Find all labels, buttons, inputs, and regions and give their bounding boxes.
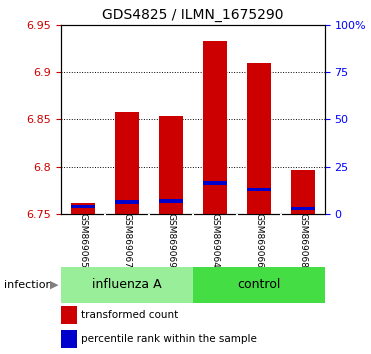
Text: GSM869068: GSM869068 [298,213,307,268]
Bar [71,203,95,214]
Text: GSM869067: GSM869067 [122,213,132,268]
Text: GSM869064: GSM869064 [210,213,219,268]
Text: GSM869069: GSM869069 [167,213,175,268]
Bar [247,188,271,192]
Text: control: control [237,279,280,291]
Bar [61,306,77,324]
Bar [71,205,95,209]
Bar [159,116,183,214]
Bar [203,41,227,214]
Bar [193,267,325,303]
Title: GDS4825 / ILMN_1675290: GDS4825 / ILMN_1675290 [102,8,284,22]
Bar [61,267,193,303]
Bar [290,207,315,210]
Text: percentile rank within the sample: percentile rank within the sample [81,334,257,344]
Bar [115,112,139,214]
Text: ▶: ▶ [50,280,59,290]
Bar [203,181,227,185]
Bar [115,200,139,204]
Text: infection: infection [4,280,52,290]
Text: transformed count: transformed count [81,310,178,320]
Bar [290,170,315,214]
Text: GSM869066: GSM869066 [254,213,263,268]
Text: GSM869065: GSM869065 [79,213,88,268]
Bar [159,199,183,203]
Bar [61,330,77,348]
Text: influenza A: influenza A [92,279,162,291]
Bar [247,63,271,214]
